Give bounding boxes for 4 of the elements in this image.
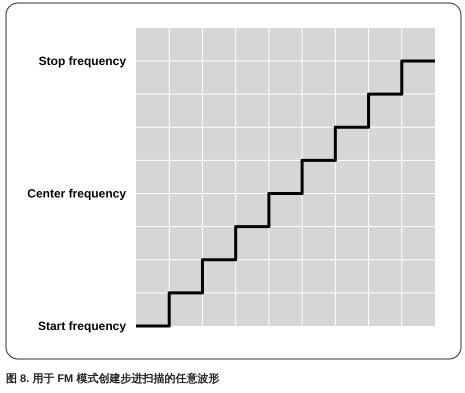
text: Start frequency <box>38 319 126 333</box>
text: Stop frequency <box>38 54 126 68</box>
caption: 图 8. 用于 FM 模式创建步进扫描的任意波形 <box>6 372 220 385</box>
text: Center frequency <box>27 186 126 200</box>
